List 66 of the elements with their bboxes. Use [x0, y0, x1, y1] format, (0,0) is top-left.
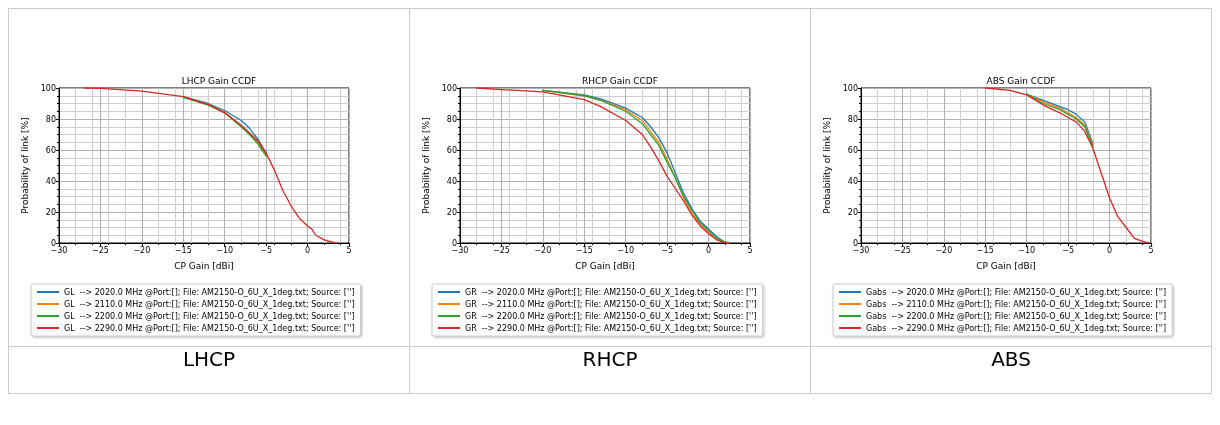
y-tick-label: 100: [40, 83, 56, 93]
x-tick-label: −5: [260, 245, 273, 255]
legend-label: GL --> 2020.0 MHz @Port:[]; File: AM2150-O_6U_X_1deg.txt; Source: ['']: [64, 287, 355, 297]
x-axis-title: CP Gain [dBi]: [174, 260, 234, 271]
y-tick-label: 80: [446, 114, 457, 124]
x-tick-label: 0: [305, 245, 311, 255]
y-tick-label: 0: [451, 238, 457, 248]
y-tick-label: 20: [446, 207, 457, 217]
x-tick-label: −15: [174, 245, 192, 255]
chart-title: RHCP Gain CCDF: [582, 75, 658, 86]
y-tick-label: 80: [45, 114, 56, 124]
x-axis-title: CP Gain [dBi]: [575, 260, 635, 271]
y-tick-label: 60: [847, 145, 858, 155]
y-tick-label: 100: [441, 83, 457, 93]
legend-label: GR --> 2290.0 MHz @Port:[]; File: AM2150-O_6U_X_1deg.txt; Source: ['']: [465, 323, 757, 333]
legend-label: Gabs --> 2020.0 MHz @Port:[]; File: AM2150-O_6U_X_1deg.txt; Source: ['']: [866, 287, 1167, 297]
x-tick-label: −20: [534, 245, 552, 255]
x-tick-label: −30: [451, 245, 469, 255]
x-tick-label: −25: [893, 245, 911, 255]
chart-title: LHCP Gain CCDF: [181, 75, 257, 86]
text: RHCP: [581, 347, 639, 371]
x-tick-label: −30: [50, 245, 68, 255]
x-tick-label: 5: [1148, 245, 1154, 255]
legend-label: GR --> 2020.0 MHz @Port:[]; File: AM2150-O_6U_X_1deg.txt; Source: ['']: [465, 287, 757, 297]
x-tick-label: −25: [492, 245, 510, 255]
text: ABS: [990, 347, 1032, 371]
y-tick-label: 60: [446, 145, 457, 155]
y-tick-label: 60: [45, 145, 56, 155]
x-tick-label: −10: [216, 245, 234, 255]
x-tick-label: −5: [1062, 245, 1075, 255]
x-tick-label: −20: [133, 245, 151, 255]
y-tick-label: 40: [847, 176, 858, 186]
legend-label: GL --> 2110.0 MHz @Port:[]; File: AM2150-O_6U_X_1deg.txt; Source: ['']: [64, 299, 355, 309]
x-tick-label: −25: [91, 245, 109, 255]
legend-label: Gabs --> 2200.0 MHz @Port:[]; File: AM2150-O_6U_X_1deg.txt; Source: ['']: [866, 311, 1167, 321]
y-axis-title: Probability of link [%]: [20, 117, 31, 214]
x-tick-label: −20: [935, 245, 953, 255]
y-tick-label: 80: [847, 114, 858, 124]
legend-label: GL --> 2290.0 MHz @Port:[]; File: AM2150-O_6U_X_1deg.txt; Source: ['']: [64, 323, 355, 333]
x-tick-label: 5: [747, 245, 753, 255]
x-tick-label: −15: [976, 245, 994, 255]
x-tick-label: −10: [617, 245, 635, 255]
y-tick-label: 40: [45, 176, 56, 186]
x-tick-label: −5: [661, 245, 674, 255]
text: LHCP: [181, 347, 237, 371]
legend-label: Gabs --> 2290.0 MHz @Port:[]; File: AM2150-O_6U_X_1deg.txt; Source: ['']: [866, 323, 1167, 333]
y-axis-title: Probability of link [%]: [822, 117, 833, 214]
x-tick-label: 0: [1107, 245, 1113, 255]
y-tick-label: 40: [446, 176, 457, 186]
legend-label: GL --> 2200.0 MHz @Port:[]; File: AM2150-O_6U_X_1deg.txt; Source: ['']: [64, 311, 355, 321]
legend-label: Gabs --> 2110.0 MHz @Port:[]; File: AM2150-O_6U_X_1deg.txt; Source: ['']: [866, 299, 1167, 309]
x-tick-label: 0: [706, 245, 712, 255]
y-tick-label: 20: [847, 207, 858, 217]
legend-label: GR --> 2200.0 MHz @Port:[]; File: AM2150-O_6U_X_1deg.txt; Source: ['']: [465, 311, 757, 321]
x-tick-label: −15: [575, 245, 593, 255]
y-tick-label: 0: [852, 238, 858, 248]
y-axis-title: Probability of link [%]: [421, 117, 432, 214]
x-axis-title: CP Gain [dBi]: [976, 260, 1036, 271]
chart-title: ABS Gain CCDF: [986, 75, 1056, 86]
x-tick-label: 5: [346, 245, 352, 255]
y-tick-label: 100: [842, 83, 858, 93]
x-tick-label: −10: [1018, 245, 1036, 255]
x-tick-label: −30: [852, 245, 870, 255]
legend-label: GR --> 2110.0 MHz @Port:[]; File: AM2150-O_6U_X_1deg.txt; Source: ['']: [465, 299, 757, 309]
y-tick-label: 0: [50, 238, 56, 248]
y-tick-label: 20: [45, 207, 56, 217]
